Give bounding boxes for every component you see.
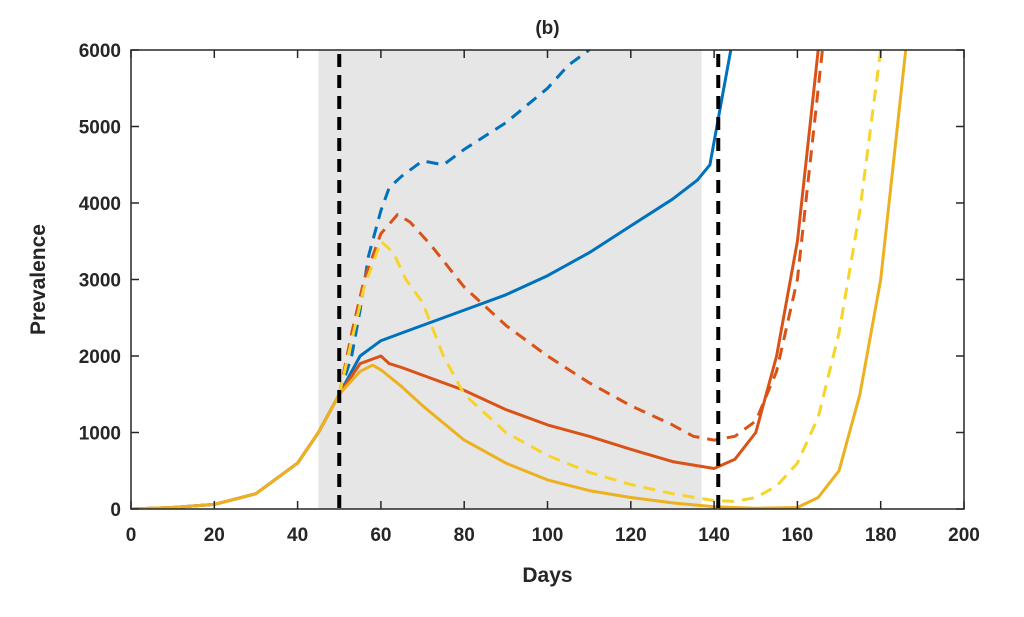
y-tick-label: 5000 (79, 118, 121, 139)
x-tick-label: 140 (698, 525, 730, 546)
y-tick-label: 3000 (79, 271, 121, 292)
x-tick-label: 160 (782, 525, 814, 546)
background-layer (318, 50, 702, 509)
y-tick-label: 2000 (79, 347, 121, 368)
series-line-5-solid (131, 50, 908, 509)
x-tick-label: 180 (865, 525, 897, 546)
y-tick-label: 0 (110, 500, 121, 521)
y-tick-label: 1000 (79, 424, 121, 445)
series-line-4-dashed (337, 50, 824, 442)
tick-layer: 0 20 40 60 80 100 120 140 160 180 2000100020003000… (79, 41, 980, 546)
x-axis-title: Days (522, 564, 572, 587)
x-tick-label: 20 (204, 525, 225, 546)
x-tick-label: 200 (948, 525, 980, 546)
y-axis-title: Prevalence (27, 224, 50, 335)
chart-title: (b) (535, 18, 559, 39)
x-tick-label: 0 (126, 525, 137, 546)
shaded-region (318, 50, 702, 509)
series-layer (131, 50, 908, 509)
x-tick-label: 40 (287, 525, 308, 546)
x-tick-label: 120 (615, 525, 647, 546)
marker-line-layer (337, 54, 721, 509)
x-tick-label: 100 (532, 525, 564, 546)
series-line-2-dashed (337, 50, 591, 395)
y-tick-label: 4000 (79, 194, 121, 215)
x-tick-label: 60 (370, 525, 391, 546)
series-line-6-dashed (337, 50, 883, 503)
y-tick-label: 6000 (79, 41, 121, 62)
x-tick-label: 80 (454, 525, 475, 546)
